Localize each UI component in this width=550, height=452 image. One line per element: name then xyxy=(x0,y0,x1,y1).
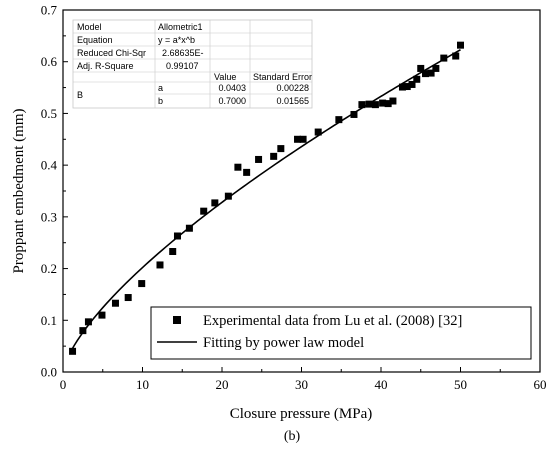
data-point xyxy=(384,100,392,108)
data-point xyxy=(185,224,193,232)
data-point xyxy=(156,261,164,269)
data-point xyxy=(111,299,119,307)
data-point xyxy=(440,54,448,62)
data-point xyxy=(200,207,208,215)
data-point xyxy=(432,64,440,72)
data-point xyxy=(98,311,106,319)
data-point xyxy=(234,163,242,171)
fit-table-r2-value: 0.99107 xyxy=(166,61,199,71)
fit-table-param-b-value: 0.7000 xyxy=(218,96,246,106)
data-point xyxy=(243,168,251,176)
data-point xyxy=(457,41,464,49)
y-axis-label: Proppant embedment (mm) xyxy=(11,109,27,274)
fit-table-param-a: a xyxy=(158,83,163,93)
data-point xyxy=(417,64,425,72)
data-point xyxy=(358,101,366,109)
data-point xyxy=(350,110,358,118)
data-point xyxy=(211,199,219,207)
y-tick-label: 0.5 xyxy=(41,106,57,121)
fit-table-frame xyxy=(72,19,313,109)
legend-marker-square xyxy=(173,316,181,324)
y-tick-label: 0.4 xyxy=(41,158,58,173)
y-tick-label: 0.1 xyxy=(41,313,57,328)
x-tick-label: 50 xyxy=(454,377,467,392)
figure-caption: (b) xyxy=(284,429,301,444)
x-tick-label: 0 xyxy=(60,377,67,392)
fit-table-model-value: Allometric1 xyxy=(158,22,203,32)
data-point xyxy=(427,69,435,77)
fit-table-param-a-error: 0.00228 xyxy=(276,83,309,93)
data-point xyxy=(270,152,278,160)
data-point xyxy=(422,70,430,78)
fit-table-error-header: Standard Error xyxy=(253,72,312,82)
data-point xyxy=(371,101,379,109)
fit-table-model-label: Model xyxy=(77,22,102,32)
data-point xyxy=(79,327,87,335)
legend-frame xyxy=(150,306,532,360)
data-point xyxy=(314,128,322,136)
y-tick-label: 0.6 xyxy=(41,54,58,69)
x-tick-label: 10 xyxy=(136,377,149,392)
axis-ticks: 0 10 20 30 40 50 60 0.0 0.1 0.2 0.3 0.4 0.5 0.6 0.7 xyxy=(41,3,547,393)
x-tick-label: 30 xyxy=(295,377,308,392)
x-tick-label: 20 xyxy=(216,377,229,392)
y-tick-label: 0.7 xyxy=(41,3,58,18)
data-point xyxy=(173,232,181,240)
x-axis-label: Closure pressure (MPa) xyxy=(230,406,372,422)
fit-table-group-label: B xyxy=(77,90,83,100)
x-tick-label: 60 xyxy=(534,377,547,392)
fit-table-param-b-error: 0.01565 xyxy=(276,96,309,106)
data-point xyxy=(255,155,263,163)
data-point xyxy=(398,83,406,91)
data-point xyxy=(124,294,132,302)
data-point xyxy=(169,248,177,256)
legend-label-fit: Fitting by power law model xyxy=(203,335,364,351)
fit-line xyxy=(70,49,461,352)
data-point xyxy=(452,52,460,60)
data-point xyxy=(277,145,285,153)
fit-table-equation-label: Equation xyxy=(77,35,113,45)
data-point xyxy=(403,83,411,91)
x-tick-label: 40 xyxy=(375,377,388,392)
fit-table-param-b: b xyxy=(158,96,163,106)
legend: Experimental data from Lu et al. (2008) … xyxy=(150,306,532,360)
y-tick-label: 0.0 xyxy=(41,365,57,380)
data-point xyxy=(294,135,302,143)
y-tick-label: 0.2 xyxy=(41,261,57,276)
y-tick-label: 0.3 xyxy=(41,209,57,224)
data-point xyxy=(84,318,92,326)
data-point xyxy=(299,135,307,143)
data-point xyxy=(379,99,387,107)
fit-table: Model Allometric1 Equation y = a*x^b Red… xyxy=(72,19,313,109)
fit-line-group xyxy=(70,49,461,352)
fit-table-equation-value: y = a*x^b xyxy=(158,35,195,45)
data-point xyxy=(408,80,416,88)
data-point xyxy=(69,347,77,355)
data-points xyxy=(69,41,464,355)
fit-table-r2-label: Adj. R-Square xyxy=(77,61,134,71)
data-point xyxy=(389,97,397,105)
fit-table-param-a-value: 0.0403 xyxy=(218,83,246,93)
fit-table-chisqr-label: Reduced Chi-Sqr xyxy=(77,48,146,58)
legend-label-experimental: Experimental data from Lu et al. (2008) … xyxy=(203,313,462,329)
data-point xyxy=(335,116,343,124)
fit-table-value-header: Value xyxy=(214,72,236,82)
data-point xyxy=(138,280,146,288)
data-point xyxy=(224,192,232,200)
data-point xyxy=(413,75,421,83)
data-point xyxy=(365,100,373,108)
fit-table-chisqr-value: 2.68635E- xyxy=(162,48,204,58)
